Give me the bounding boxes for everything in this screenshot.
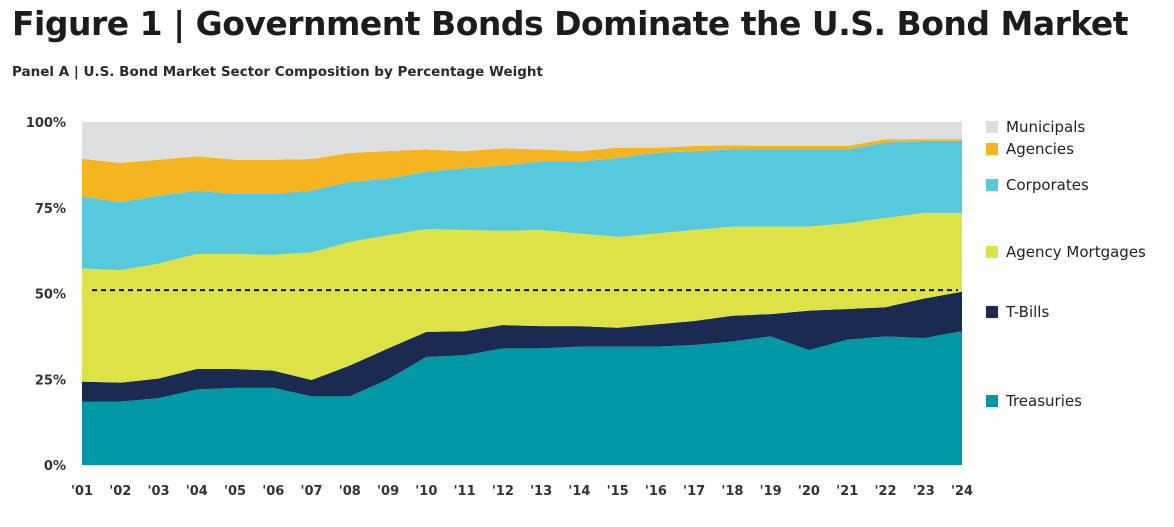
y-tick-label: 0% — [44, 459, 66, 474]
legend-swatch-t-bills — [986, 306, 998, 318]
x-tick-label: '07 — [301, 484, 323, 499]
legend-swatch-corporates — [986, 179, 998, 191]
legend-swatch-municipals — [986, 121, 998, 133]
x-tick-label: '13 — [530, 484, 552, 499]
x-tick-label: '21 — [836, 484, 858, 499]
area-treasuries — [82, 331, 962, 465]
legend-label-municipals: Municipals — [1006, 118, 1085, 136]
x-tick-label: '11 — [454, 484, 476, 499]
area-agencies — [82, 139, 962, 203]
y-axis-ticks: 0% 25% 50% 75% 100% — [26, 116, 66, 474]
legend-label-corporates: Corporates — [1006, 176, 1089, 194]
legend-label-t-bills: T-Bills — [1005, 303, 1049, 321]
x-tick-label: '05 — [224, 484, 246, 499]
panel-subtitle: Panel A | U.S. Bond Market Sector Compos… — [12, 64, 543, 80]
x-tick-label: '16 — [645, 484, 667, 499]
y-tick-label: 50% — [35, 288, 66, 303]
x-tick-label: '10 — [415, 484, 437, 499]
x-tick-label: '17 — [683, 484, 705, 499]
x-tick-label: '06 — [262, 484, 284, 499]
legend-swatch-agency-mortgages — [986, 246, 998, 258]
legend-swatch-treasuries — [986, 395, 998, 407]
x-tick-label: '23 — [913, 484, 935, 499]
x-tick-label: '08 — [339, 484, 361, 499]
x-axis-ticks: '01 '02 '03 '04 '05 '06 '07 '08 '09 '10 '11 '12 '13 '… — [71, 484, 973, 499]
x-tick-label: '18 — [721, 484, 743, 499]
x-tick-label: '01 — [71, 484, 93, 499]
area-agency-mortgages — [82, 212, 962, 383]
x-tick-label: '03 — [147, 484, 169, 499]
y-tick-label: 25% — [35, 373, 66, 388]
area-t-bills — [82, 291, 962, 402]
area-corporates — [82, 140, 962, 271]
chart-areas — [82, 122, 962, 465]
x-tick-label: '12 — [492, 484, 514, 499]
legend-label-agencies: Agencies — [1006, 140, 1074, 158]
x-tick-label: '09 — [377, 484, 399, 499]
legend-swatch-agencies — [986, 143, 998, 155]
x-tick-label: '22 — [874, 484, 896, 499]
area-municipals — [82, 122, 962, 163]
x-tick-label: '14 — [568, 484, 590, 499]
x-tick-label: '02 — [109, 484, 131, 499]
x-tick-label: '04 — [186, 484, 208, 499]
x-tick-label: '20 — [798, 484, 820, 499]
y-tick-label: 75% — [35, 202, 66, 217]
legend-label-agency-mortgages: Agency Mortgages — [1006, 243, 1146, 261]
figure-title: Figure 1 | Government Bonds Dominate the… — [12, 4, 1129, 43]
legend-label-treasuries: Treasuries — [1005, 392, 1082, 410]
x-tick-label: '19 — [760, 484, 782, 499]
legend: Municipals Agencies Corporates Agency Mortg… — [986, 118, 1146, 410]
x-tick-label: '24 — [951, 484, 973, 499]
x-tick-label: '15 — [607, 484, 629, 499]
y-tick-label: 100% — [26, 116, 66, 131]
